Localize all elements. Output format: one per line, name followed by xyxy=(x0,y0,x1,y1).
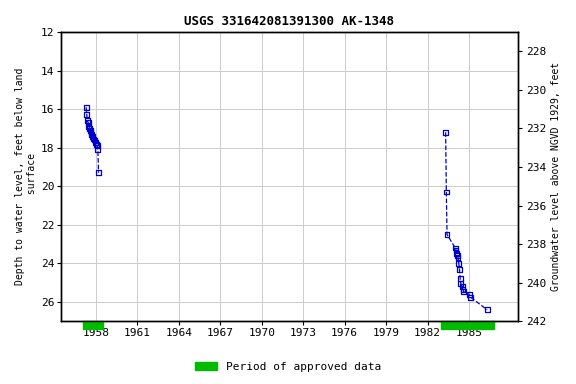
Point xyxy=(442,232,452,238)
Point xyxy=(458,283,467,290)
Point xyxy=(89,136,98,142)
Y-axis label: Groundwater level above NGVD 1929, feet: Groundwater level above NGVD 1929, feet xyxy=(551,62,561,291)
Point xyxy=(456,276,465,282)
Point xyxy=(91,140,100,146)
Point xyxy=(459,288,468,295)
Point xyxy=(456,281,465,287)
Point xyxy=(87,131,96,137)
Point xyxy=(465,291,474,297)
Point xyxy=(83,118,92,124)
Point xyxy=(94,170,103,176)
Point xyxy=(81,104,90,110)
Point xyxy=(84,123,93,129)
Point xyxy=(452,251,461,257)
Point xyxy=(455,266,464,272)
Point xyxy=(466,294,475,300)
Point xyxy=(84,119,93,126)
Point xyxy=(88,135,97,141)
Point xyxy=(88,133,97,139)
Point xyxy=(453,253,462,259)
Point xyxy=(85,125,94,131)
Point xyxy=(82,112,92,118)
Point xyxy=(92,142,101,148)
Point xyxy=(454,260,463,266)
Bar xyxy=(84,321,103,329)
Point xyxy=(441,129,450,135)
Y-axis label: Depth to water level, feet below land
 surface: Depth to water level, feet below land su… xyxy=(15,68,37,285)
Point xyxy=(453,255,463,261)
Point xyxy=(90,137,99,143)
Point xyxy=(93,147,103,153)
Point xyxy=(93,143,102,149)
Point xyxy=(458,286,468,293)
Point xyxy=(90,138,100,144)
Point xyxy=(450,245,460,251)
Point xyxy=(442,189,451,195)
Point xyxy=(86,129,96,135)
Point xyxy=(483,307,492,313)
Point xyxy=(86,127,95,133)
Title: USGS 331642081391300 AK-1348: USGS 331642081391300 AK-1348 xyxy=(184,15,395,28)
Point xyxy=(452,247,461,253)
Legend: Period of approved data: Period of approved data xyxy=(191,358,385,377)
Bar xyxy=(441,321,494,329)
